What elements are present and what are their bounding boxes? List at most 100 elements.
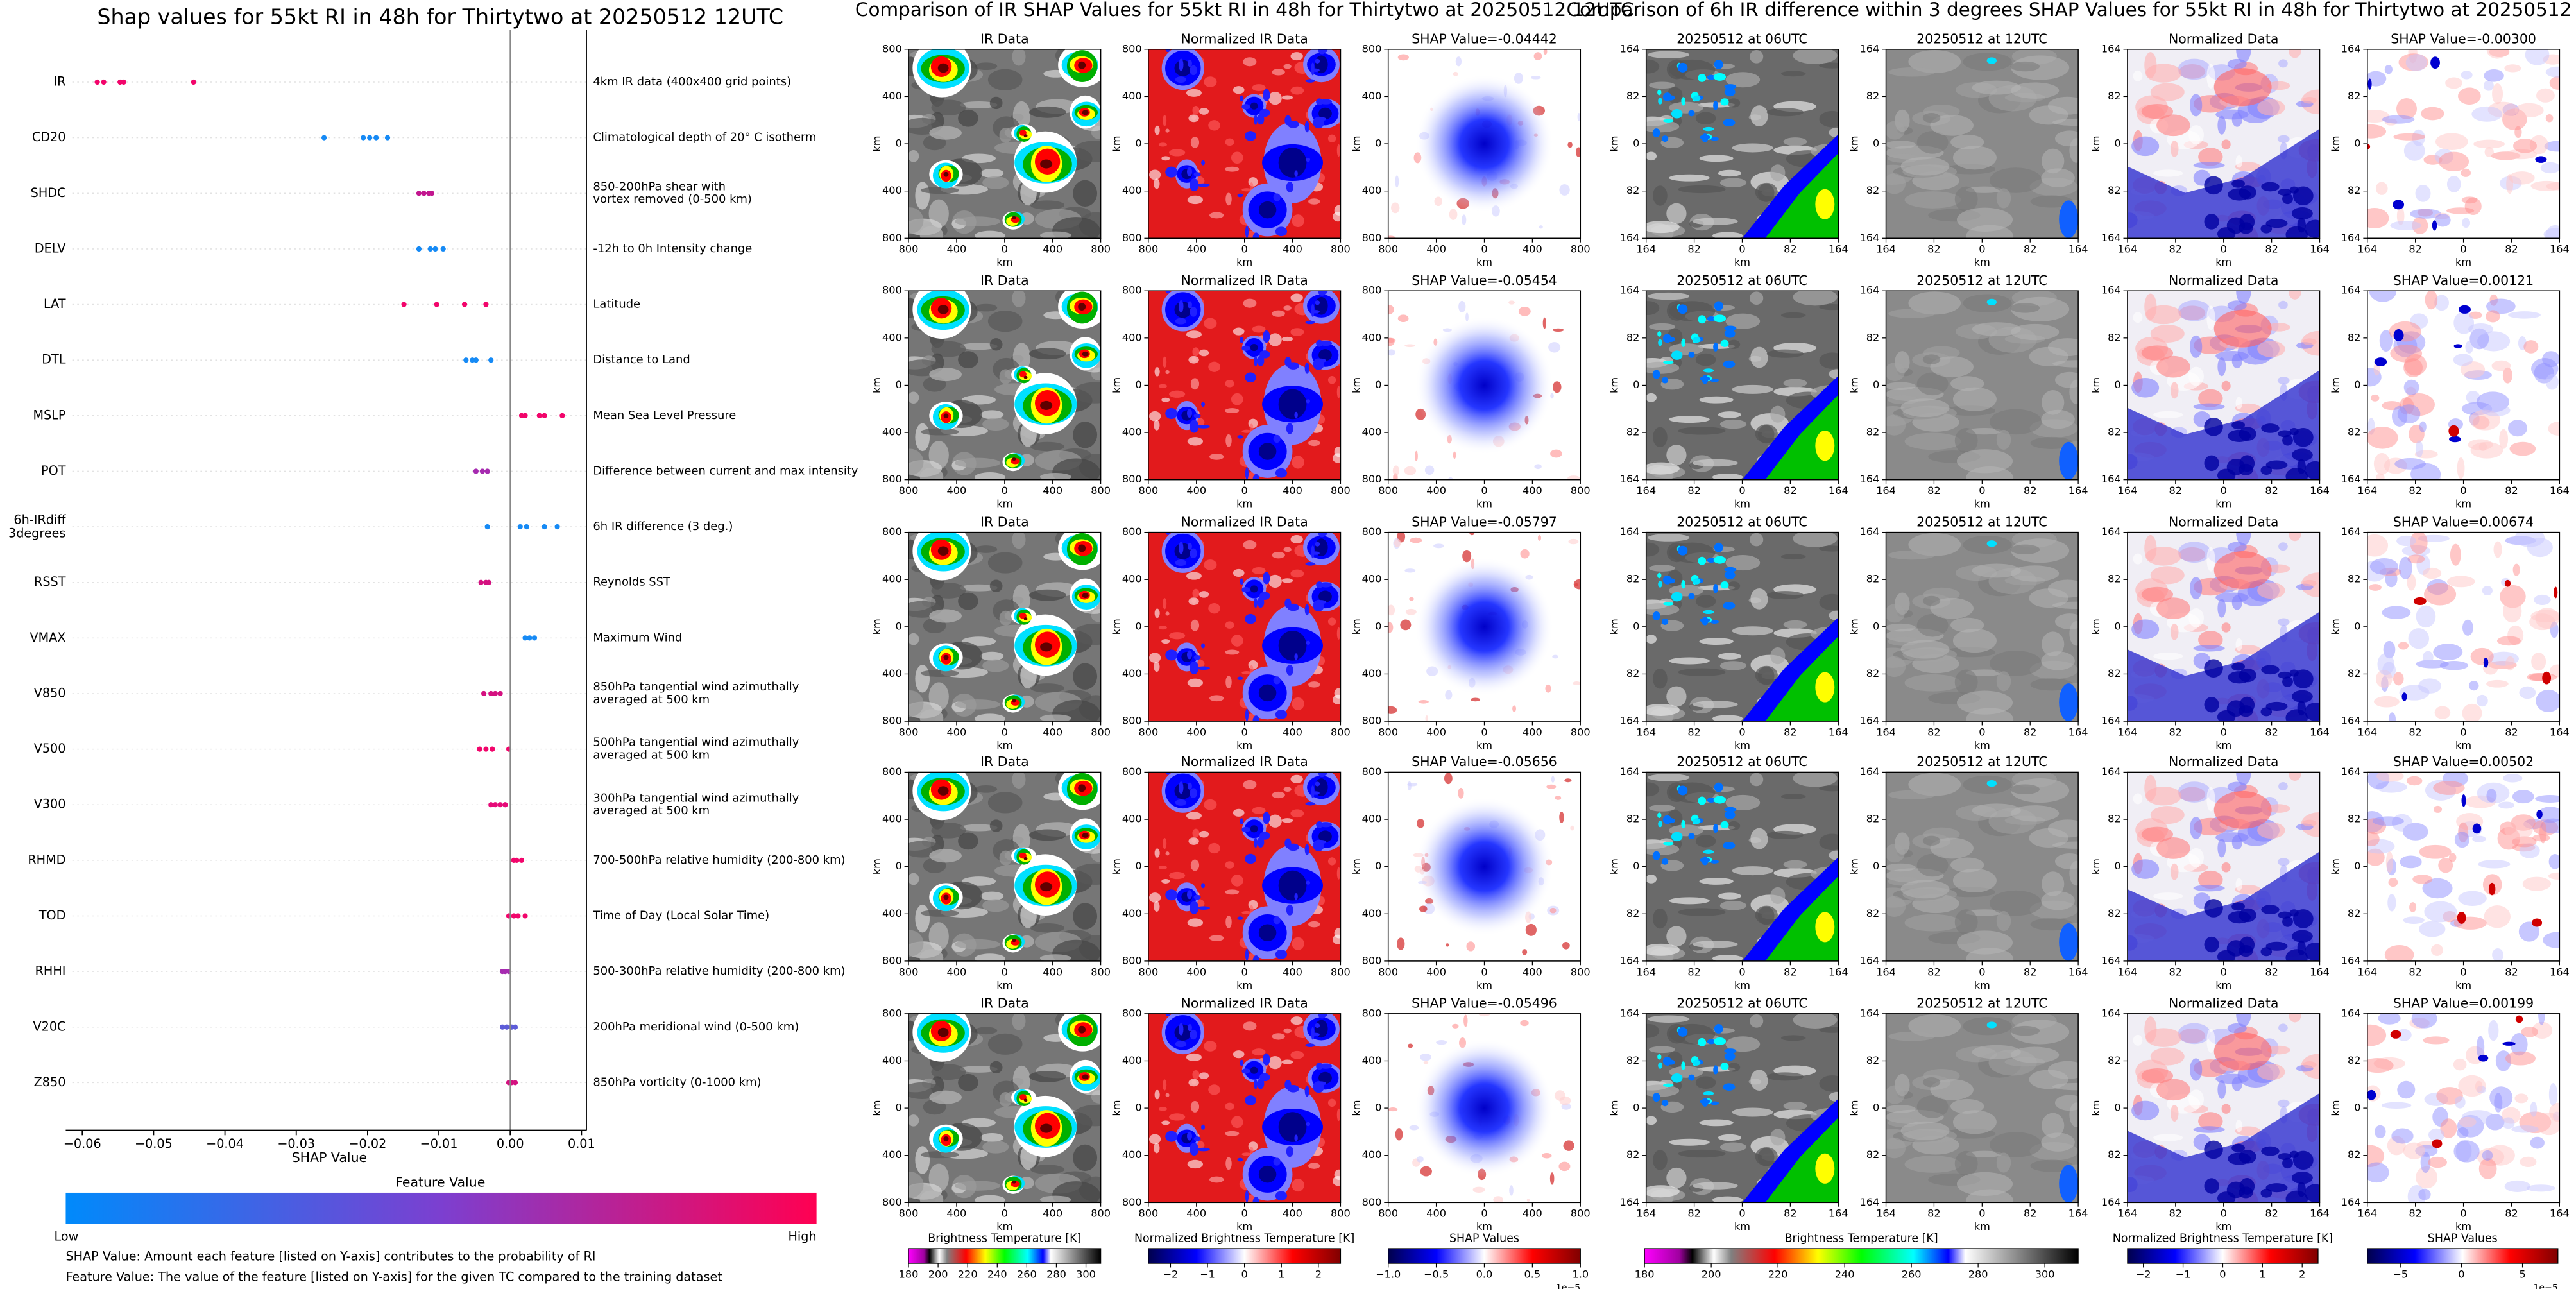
- anomaly: [2375, 473, 2385, 480]
- cloud: [1030, 1165, 1065, 1174]
- anomaly: [2206, 1028, 2215, 1053]
- cloud: [1780, 554, 1806, 560]
- image-panel: [2127, 49, 2320, 239]
- y-tick-label: 0: [1633, 379, 1639, 391]
- anomaly: [2406, 776, 2423, 786]
- cloud: [2047, 1061, 2079, 1079]
- cold-core: [2260, 465, 2273, 475]
- feature-description: Maximum Wind: [593, 631, 682, 644]
- x-tick-label: 400: [1043, 726, 1062, 738]
- cold-speck: [1245, 948, 1249, 961]
- panel-title: 20250512 at 12UTC: [1916, 995, 2047, 1011]
- cold-core: [2204, 455, 2219, 472]
- cloud: [2047, 579, 2079, 598]
- anomaly: [2190, 817, 2203, 840]
- cloud: [1793, 532, 1838, 547]
- speckle: [1209, 1176, 1224, 1183]
- storm-cell: [937, 305, 949, 314]
- x-tick-label: −0.06: [64, 1136, 101, 1151]
- x-tick-label: 164: [1829, 1208, 1848, 1220]
- speckle: [1292, 937, 1304, 950]
- cloud: [1819, 785, 1839, 792]
- cold-speck: [1652, 611, 1660, 620]
- speckle: [1225, 916, 1232, 928]
- speckle: [1241, 910, 1252, 914]
- cloud: [1900, 1121, 1950, 1140]
- cloud: [1719, 1142, 1747, 1152]
- cold-speck: [1652, 851, 1660, 860]
- y-tick-label: 82: [2108, 90, 2121, 102]
- y-tick-label: 400: [1122, 90, 1142, 102]
- anomaly: [2289, 1013, 2301, 1023]
- anomaly: [2526, 1184, 2555, 1192]
- speckle: [1225, 1131, 1240, 1136]
- cloud: [2010, 323, 2060, 341]
- y-tick-label: 164: [1860, 765, 1880, 778]
- storm-cell: [937, 63, 949, 73]
- speckle: [1204, 76, 1217, 87]
- anomaly: [2289, 532, 2301, 542]
- cloud: [1996, 671, 2011, 692]
- anomaly: [2390, 344, 2423, 363]
- cloud: [1972, 322, 2021, 336]
- anomaly: [2367, 71, 2387, 87]
- cold-speck: [1315, 542, 1320, 547]
- cold-region: [1318, 349, 1332, 361]
- x-tick-label: 800: [1091, 966, 1111, 978]
- anomaly: [2367, 1058, 2394, 1073]
- x-tick-label: 400: [1523, 726, 1542, 738]
- cloud: [1712, 1196, 1743, 1203]
- cold-speck: [1714, 782, 1723, 792]
- x-tick-label: 0: [1002, 243, 1008, 255]
- speckle: [1192, 1070, 1200, 1079]
- colorbar: [2367, 1248, 2559, 1264]
- anomaly: [2371, 394, 2380, 402]
- shap-point: [479, 468, 485, 474]
- image-panel: [1148, 772, 1341, 961]
- speckle: [1509, 1185, 1514, 1196]
- colorbar: [908, 1248, 1102, 1264]
- speckle: [1204, 318, 1217, 329]
- x-tick-label: 400: [947, 243, 967, 255]
- cloud: [1972, 1045, 2021, 1059]
- storm-cell: [943, 894, 949, 900]
- y-tick-label: 800: [882, 284, 902, 296]
- cloud: [2042, 871, 2065, 896]
- anomaly-strong: [2432, 220, 2437, 231]
- anomaly: [2408, 628, 2430, 649]
- shap-point: [401, 302, 407, 307]
- cold-speck: [2059, 1165, 2079, 1203]
- anomaly: [2549, 76, 2560, 90]
- cold-speck: [1284, 1079, 1292, 1090]
- cloud: [1783, 137, 1807, 146]
- cloud: [1793, 291, 1838, 306]
- anomaly: [2453, 354, 2473, 366]
- cold-region: [2127, 1093, 2320, 1203]
- cloud: [1780, 1035, 1806, 1041]
- anomaly: [2522, 876, 2552, 891]
- cold-speck: [1652, 1093, 1660, 1102]
- x-tick-label: 164: [1636, 966, 1656, 978]
- anomaly: [2498, 801, 2514, 809]
- speckle: [1336, 144, 1341, 157]
- x-tick-label: 164: [2357, 726, 2377, 738]
- speckle: [1272, 1033, 1285, 1040]
- panel-title: SHAP Value=0.00121: [2393, 273, 2534, 288]
- anomaly: [2231, 112, 2242, 127]
- anomaly: [2545, 373, 2559, 390]
- speckle: [1542, 317, 1546, 329]
- y-tick-label: 164: [2341, 1007, 2361, 1019]
- anomaly: [2415, 440, 2423, 458]
- footnote: Feature Value: The value of the feature …: [65, 1269, 722, 1284]
- panel-title: SHAP Value=-0.05797: [1412, 514, 1557, 529]
- anomaly: [2504, 64, 2521, 73]
- anomaly: [2153, 653, 2183, 660]
- cold-core: [2261, 665, 2280, 675]
- storm-cell: [1012, 457, 1016, 461]
- anomaly: [2482, 1150, 2493, 1161]
- cloud: [1030, 923, 1065, 933]
- speckle: [1551, 776, 1555, 783]
- cold-speck: [1671, 592, 1683, 602]
- cold-speck: [1165, 649, 1178, 661]
- panel-title: IR Data: [980, 31, 1029, 46]
